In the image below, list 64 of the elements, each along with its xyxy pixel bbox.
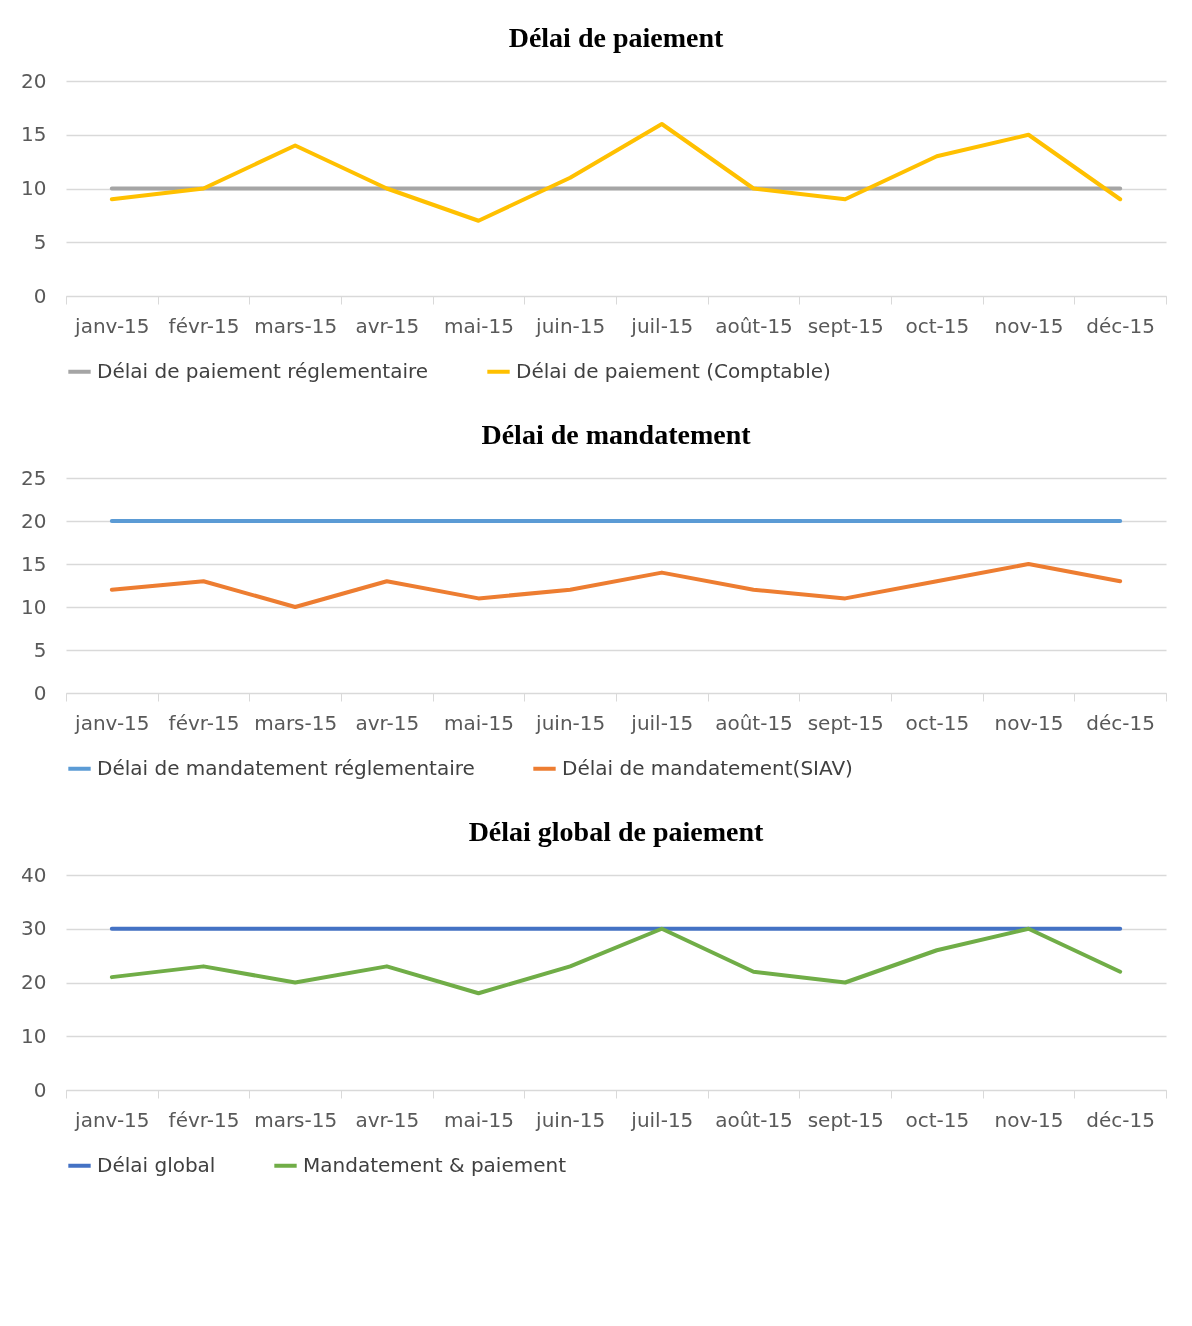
legend-label: Délai de mandatement réglementaire — [97, 755, 475, 780]
x-tick-label: mai-15 — [444, 710, 514, 735]
y-tick-label: 20 — [21, 970, 47, 994]
x-tick-label: nov-15 — [994, 313, 1064, 338]
y-tick-label: 20 — [21, 68, 47, 93]
x-tick-label: mars-15 — [254, 710, 338, 735]
chart-title: Délai global de paiement — [468, 816, 765, 847]
y-tick-label: 10 — [21, 1023, 47, 1048]
x-tick-label: févr-15 — [168, 1107, 240, 1132]
y-tick-label: 15 — [21, 122, 47, 147]
x-tick-label: mai-15 — [444, 313, 514, 338]
legend-label: Délai global — [97, 1152, 216, 1177]
x-tick-label: déc-15 — [1086, 710, 1155, 735]
x-tick-label: août-15 — [715, 710, 793, 735]
x-tick-label: juil-15 — [630, 710, 694, 735]
x-tick-label: août-15 — [715, 1107, 793, 1132]
y-tick-label: 10 — [21, 176, 47, 200]
x-tick-label: sept-15 — [807, 710, 884, 735]
x-tick-label: juin-15 — [535, 313, 606, 338]
legend-label: Délai de paiement réglementaire — [97, 358, 429, 383]
x-tick-label: avr-15 — [355, 1107, 420, 1132]
x-tick-label: avr-15 — [355, 710, 420, 735]
x-tick-label: août-15 — [715, 313, 793, 338]
x-tick-label: avr-15 — [355, 313, 420, 338]
y-tick-label: 0 — [33, 1077, 47, 1102]
legend-label: Délai de paiement (Comptable) — [516, 358, 831, 383]
x-tick-label: juin-15 — [535, 710, 606, 735]
x-tick-label: déc-15 — [1086, 313, 1155, 338]
x-tick-label: mars-15 — [254, 313, 338, 338]
y-tick-label: 40 — [21, 862, 47, 887]
x-tick-label: févr-15 — [168, 710, 240, 735]
x-tick-label: janv-15 — [74, 710, 150, 735]
y-tick-label: 15 — [21, 551, 47, 576]
x-tick-label: févr-15 — [168, 313, 240, 338]
y-tick-label: 5 — [33, 229, 47, 254]
x-tick-label: déc-15 — [1086, 1107, 1155, 1132]
x-tick-label: oct-15 — [905, 710, 970, 735]
x-tick-label: juil-15 — [630, 313, 694, 338]
x-tick-label: sept-15 — [807, 1107, 884, 1132]
legend-label: Mandatement & paiement — [303, 1152, 567, 1177]
x-tick-label: janv-15 — [74, 313, 150, 338]
y-tick-label: 0 — [33, 283, 47, 308]
x-tick-label: janv-15 — [74, 1107, 150, 1132]
line-series — [109, 122, 1123, 223]
y-tick-label: 10 — [21, 594, 47, 619]
chart-title: Délai de paiement — [508, 22, 724, 53]
y-tick-label: 25 — [21, 465, 47, 490]
x-tick-label: oct-15 — [905, 313, 970, 338]
x-tick-label: nov-15 — [994, 710, 1064, 735]
x-tick-label: mai-15 — [444, 1107, 514, 1132]
legend-label: Délai de mandatement(SIAV) — [562, 755, 853, 780]
y-tick-label: 30 — [21, 916, 47, 941]
x-tick-label: juil-15 — [630, 1107, 694, 1132]
y-tick-label: 5 — [33, 637, 47, 662]
x-tick-label: oct-15 — [905, 1107, 970, 1132]
x-tick-label: mars-15 — [254, 1107, 338, 1132]
x-tick-label: juin-15 — [535, 1107, 606, 1132]
y-tick-label: 20 — [21, 508, 47, 533]
y-tick-label: 0 — [33, 680, 47, 705]
line-series — [109, 926, 1123, 996]
x-tick-label: nov-15 — [994, 1107, 1064, 1132]
x-tick-label: sept-15 — [807, 313, 884, 338]
chart-title: Délai de mandatement — [481, 419, 752, 450]
line-series — [109, 562, 1123, 609]
